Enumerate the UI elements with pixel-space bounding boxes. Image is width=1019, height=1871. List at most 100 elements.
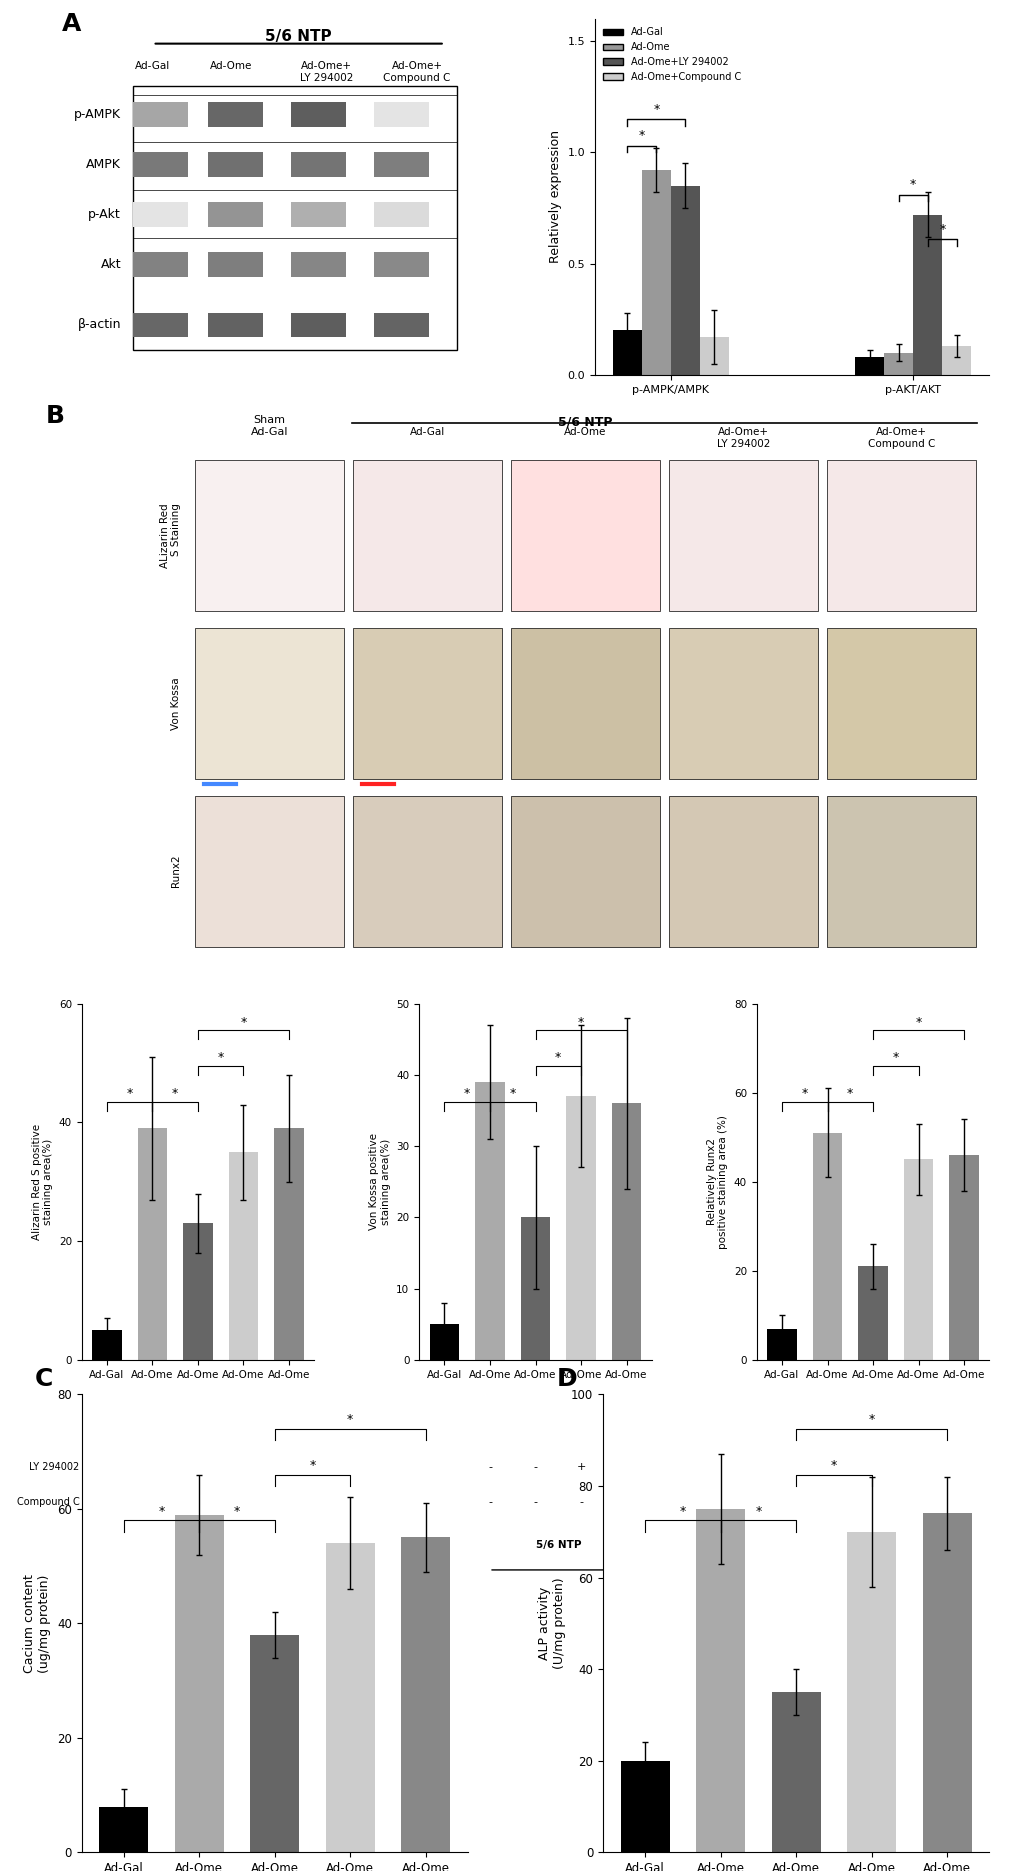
Bar [699, 337, 729, 374]
Bar [771, 1691, 820, 1852]
Bar [208, 202, 263, 226]
Text: AMPK: AMPK [87, 159, 121, 172]
Bar [174, 1516, 223, 1852]
Text: Compound C: Compound C [354, 1497, 417, 1508]
Text: -: - [151, 1497, 154, 1508]
Bar [812, 1132, 842, 1360]
Bar [290, 202, 345, 226]
Text: *: * [217, 1052, 223, 1065]
Bar [566, 1096, 595, 1360]
Text: *: * [172, 1087, 178, 1100]
Text: Ad-Ome+
LY 294002: Ad-Ome+ LY 294002 [716, 427, 769, 449]
Bar [132, 86, 457, 350]
Y-axis label: Alizarin Red S positive
staining area(%): Alizarin Red S positive staining area(%) [32, 1124, 53, 1240]
Y-axis label: ALP activity
(U/mg protein): ALP activity (U/mg protein) [537, 1577, 565, 1669]
Text: Akt: Akt [100, 258, 121, 271]
Text: -: - [870, 1497, 874, 1508]
Text: Ad-Gal: Ad-Gal [410, 427, 444, 438]
Bar [132, 312, 187, 337]
Text: -: - [442, 1461, 446, 1472]
Text: -: - [624, 1461, 628, 1472]
Text: -: - [961, 1461, 965, 1472]
Bar [847, 1532, 896, 1852]
Text: β-actin: β-actin [77, 318, 121, 331]
Text: +: + [576, 1461, 585, 1472]
Bar [183, 1224, 213, 1360]
Text: +: + [284, 1497, 293, 1508]
Text: 5/6 NTP: 5/6 NTP [872, 1540, 918, 1549]
Text: *: * [868, 1413, 874, 1426]
Text: -: - [487, 1461, 491, 1472]
Text: Ad-Ome+
LY 294002: Ad-Ome+ LY 294002 [300, 62, 353, 82]
Text: 5/6 NTP: 5/6 NTP [265, 30, 331, 45]
Text: -: - [916, 1497, 919, 1508]
Bar [400, 1538, 450, 1852]
Bar [903, 1160, 932, 1360]
Bar [325, 1544, 374, 1852]
Y-axis label: Relatively expression: Relatively expression [548, 131, 561, 264]
Text: Von Kossa: Von Kossa [171, 677, 181, 730]
Text: -: - [242, 1497, 246, 1508]
Text: Runx2: Runx2 [171, 855, 181, 887]
Bar [373, 152, 429, 178]
Bar [208, 152, 263, 178]
Text: *: * [892, 1052, 898, 1065]
Text: Sham: Sham [766, 1540, 796, 1549]
Text: -: - [870, 1461, 874, 1472]
Text: *: * [680, 1504, 686, 1517]
Bar [290, 312, 345, 337]
Y-axis label: Cacium content
(ug/mg protein): Cacium content (ug/mg protein) [23, 1574, 51, 1673]
Bar [949, 1154, 978, 1360]
Text: *: * [309, 1459, 315, 1472]
Text: -: - [487, 1497, 491, 1508]
Text: LY 294002: LY 294002 [367, 1461, 417, 1472]
Text: *: * [914, 1016, 921, 1029]
Text: Sham: Sham [92, 1540, 121, 1549]
Bar [620, 1761, 669, 1852]
Text: Sham
Ad-Gal: Sham Ad-Gal [251, 415, 288, 436]
Text: Compound C: Compound C [691, 1497, 754, 1508]
Text: ALizarin Red
S Staining: ALizarin Red S Staining [160, 503, 181, 567]
Bar [138, 1128, 167, 1360]
Text: +: + [622, 1497, 631, 1508]
Text: Ad-Ome+
Compound C: Ad-Ome+ Compound C [867, 427, 934, 449]
Bar [290, 152, 345, 178]
Text: *: * [830, 1459, 837, 1472]
Text: *: * [464, 1087, 470, 1100]
Bar [290, 253, 345, 277]
Bar [373, 202, 429, 226]
Text: D: D [556, 1368, 577, 1390]
Text: LY 294002: LY 294002 [30, 1461, 79, 1472]
Bar [766, 1328, 796, 1360]
Bar [373, 103, 429, 127]
Text: +: + [913, 1461, 922, 1472]
Bar [99, 1807, 148, 1852]
Y-axis label: Von Kossa positive
staining area(%): Von Kossa positive staining area(%) [369, 1134, 390, 1231]
Text: Ad-Ome: Ad-Ome [564, 427, 606, 438]
Text: +: + [238, 1461, 248, 1472]
Text: -: - [780, 1461, 784, 1472]
Text: B: B [45, 404, 64, 428]
Text: 5/6 NTP: 5/6 NTP [557, 415, 612, 428]
Bar [857, 1267, 887, 1360]
Text: -: - [533, 1497, 537, 1508]
Bar [132, 152, 187, 178]
Bar [611, 1104, 641, 1360]
Text: A: A [62, 11, 82, 36]
Bar [854, 357, 883, 374]
Bar [208, 103, 263, 127]
Y-axis label: Relatively Runx2
positive staining area (%): Relatively Runx2 positive staining area … [706, 1115, 728, 1248]
Bar [208, 253, 263, 277]
Bar [922, 1514, 971, 1852]
Text: *: * [158, 1504, 164, 1517]
Text: -: - [442, 1497, 446, 1508]
Text: -: - [824, 1461, 828, 1472]
Text: -: - [105, 1461, 109, 1472]
Text: -: - [196, 1461, 200, 1472]
Bar [912, 215, 942, 374]
Text: *: * [847, 1087, 853, 1100]
Text: 5/6 NTP: 5/6 NTP [535, 1540, 581, 1549]
Text: p-AMPK: p-AMPK [74, 109, 121, 122]
Text: -: - [780, 1497, 784, 1508]
Bar [942, 346, 970, 374]
